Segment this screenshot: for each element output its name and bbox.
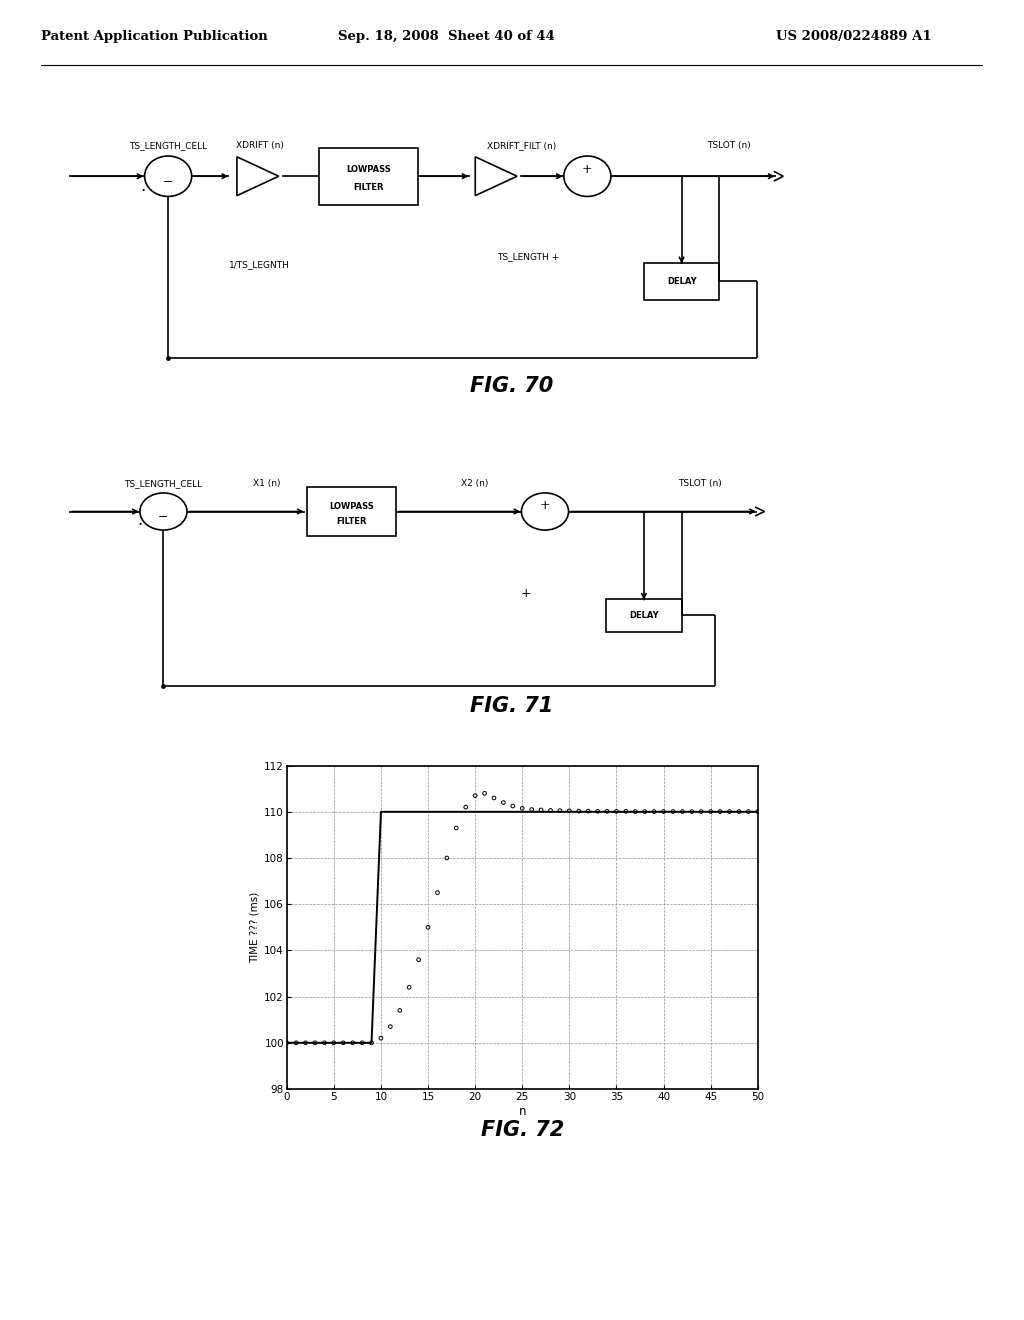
Text: TS_LENGTH +: TS_LENGTH + bbox=[497, 252, 559, 261]
Bar bbox=[606, 599, 682, 632]
Point bbox=[740, 801, 757, 822]
Point bbox=[608, 801, 625, 822]
Point bbox=[429, 882, 445, 903]
Bar bbox=[318, 148, 418, 205]
Point bbox=[476, 783, 493, 804]
Text: TSLOT (n): TSLOT (n) bbox=[679, 479, 722, 488]
Text: DELAY: DELAY bbox=[629, 611, 658, 620]
Text: TS_LENGTH_CELL: TS_LENGTH_CELL bbox=[124, 479, 203, 488]
Text: +: + bbox=[521, 586, 531, 599]
Text: ·: · bbox=[137, 516, 142, 533]
Point bbox=[307, 1032, 324, 1053]
Text: X1 (n): X1 (n) bbox=[253, 479, 281, 488]
Text: DELAY: DELAY bbox=[667, 277, 696, 286]
Point bbox=[279, 1032, 295, 1053]
Text: LOWPASS: LOWPASS bbox=[329, 502, 374, 511]
Text: Sep. 18, 2008  Sheet 40 of 44: Sep. 18, 2008 Sheet 40 of 44 bbox=[338, 30, 554, 42]
Point bbox=[684, 801, 700, 822]
Point bbox=[382, 1016, 398, 1038]
Point bbox=[637, 801, 653, 822]
Text: FILTER: FILTER bbox=[353, 183, 384, 191]
Point bbox=[364, 1032, 380, 1053]
Point bbox=[335, 1032, 351, 1053]
Point bbox=[496, 792, 512, 813]
Point bbox=[552, 800, 568, 821]
X-axis label: n: n bbox=[518, 1105, 526, 1118]
Point bbox=[646, 801, 663, 822]
Point bbox=[438, 847, 455, 869]
Point bbox=[485, 787, 502, 808]
Text: LOWPASS: LOWPASS bbox=[346, 165, 391, 174]
Point bbox=[712, 801, 728, 822]
Point bbox=[420, 916, 436, 937]
Point bbox=[467, 785, 483, 807]
Text: US 2008/0224889 A1: US 2008/0224889 A1 bbox=[776, 30, 932, 42]
Point bbox=[344, 1032, 360, 1053]
Point bbox=[297, 1032, 313, 1053]
Point bbox=[570, 800, 587, 821]
Bar bbox=[306, 487, 396, 536]
Text: FIG. 72: FIG. 72 bbox=[480, 1119, 564, 1140]
Point bbox=[316, 1032, 333, 1053]
Text: TS_LENGTH_CELL: TS_LENGTH_CELL bbox=[129, 141, 207, 150]
Point bbox=[532, 800, 549, 821]
Point bbox=[354, 1032, 371, 1053]
Point bbox=[505, 796, 521, 817]
Point bbox=[617, 801, 634, 822]
Text: FIG. 71: FIG. 71 bbox=[470, 696, 554, 715]
Point bbox=[750, 801, 766, 822]
Text: TSLOT (n): TSLOT (n) bbox=[707, 141, 751, 150]
Point bbox=[411, 949, 427, 970]
Point bbox=[514, 797, 530, 818]
Point bbox=[401, 977, 418, 998]
Point bbox=[627, 801, 643, 822]
Point bbox=[580, 800, 596, 821]
Point bbox=[665, 801, 681, 822]
Text: XDRIFT_FILT (n): XDRIFT_FILT (n) bbox=[486, 141, 556, 150]
Point bbox=[449, 817, 465, 838]
Point bbox=[373, 1027, 389, 1048]
Point bbox=[543, 800, 559, 821]
Point bbox=[288, 1032, 304, 1053]
Text: +: + bbox=[582, 164, 593, 177]
Point bbox=[590, 801, 606, 822]
Text: Patent Application Publication: Patent Application Publication bbox=[41, 30, 267, 42]
Point bbox=[721, 801, 737, 822]
Bar bbox=[644, 263, 719, 300]
Text: X2 (n): X2 (n) bbox=[461, 479, 488, 488]
Text: −: − bbox=[158, 511, 169, 524]
Point bbox=[391, 1001, 408, 1022]
Point bbox=[693, 801, 710, 822]
Point bbox=[326, 1032, 342, 1053]
Point bbox=[458, 796, 474, 817]
Y-axis label: TIME ??? (ms): TIME ??? (ms) bbox=[250, 892, 260, 962]
Text: +: + bbox=[540, 499, 550, 512]
Point bbox=[561, 800, 578, 821]
Point bbox=[523, 799, 540, 820]
Text: FIG. 70: FIG. 70 bbox=[470, 376, 554, 396]
Text: −: − bbox=[163, 176, 173, 189]
Text: ·: · bbox=[140, 182, 145, 199]
Point bbox=[599, 801, 615, 822]
Point bbox=[655, 801, 672, 822]
Point bbox=[674, 801, 690, 822]
Point bbox=[731, 801, 748, 822]
Point bbox=[702, 801, 719, 822]
Text: 1/TS_LEGNTH: 1/TS_LEGNTH bbox=[229, 260, 290, 269]
Text: FILTER: FILTER bbox=[336, 516, 367, 525]
Text: XDRIFT (n): XDRIFT (n) bbox=[236, 141, 284, 150]
